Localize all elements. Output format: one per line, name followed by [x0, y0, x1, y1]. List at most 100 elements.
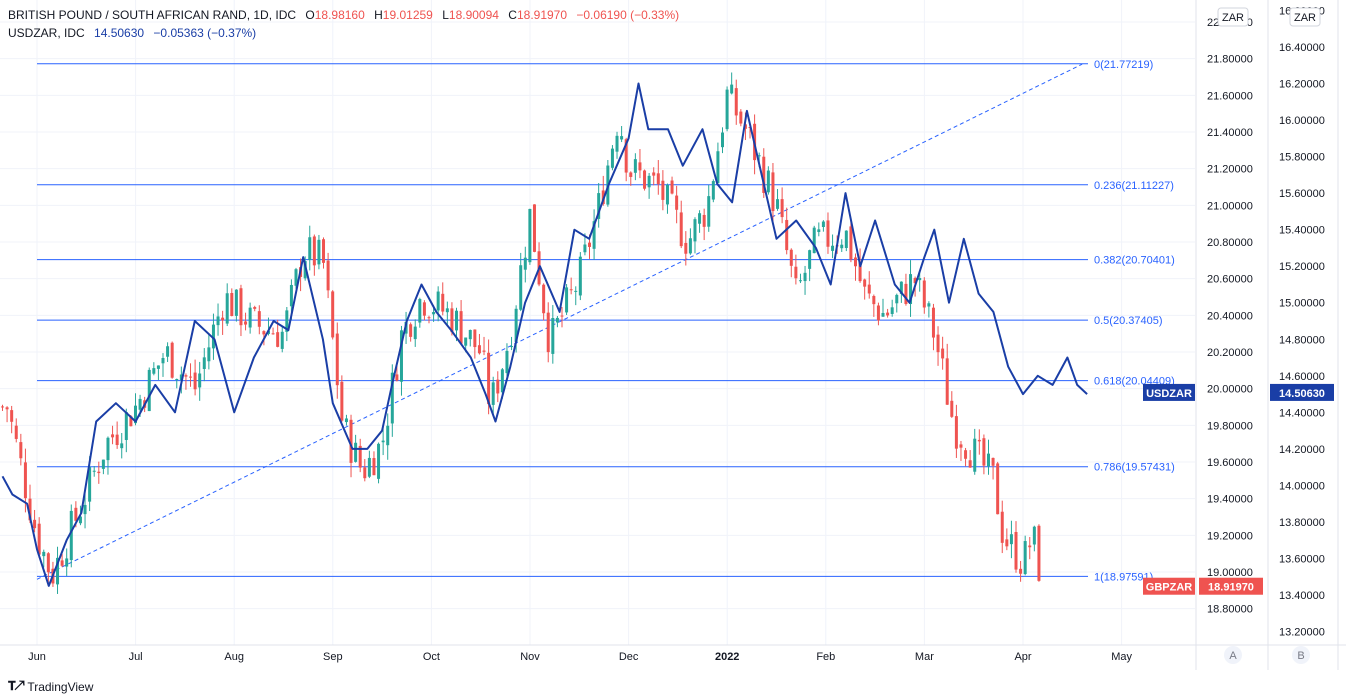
candle-body: [633, 159, 637, 173]
candle-body: [945, 358, 949, 405]
candle-body: [670, 180, 674, 194]
candle-body: [10, 410, 14, 422]
candle-body: [308, 237, 312, 261]
candle-body: [688, 238, 692, 254]
candle-body: [92, 470, 96, 472]
right-axis-tick-label: 14.80000: [1279, 334, 1325, 346]
right-axis-tick-label: 16.20000: [1279, 79, 1325, 91]
compare-symbol[interactable]: USDZAR, IDC: [8, 26, 85, 40]
right-axis-tick-label: 13.40000: [1279, 590, 1325, 602]
candle-body: [399, 330, 403, 382]
candle-body: [532, 204, 536, 252]
fib-level-label: 0.5(20.37405): [1094, 315, 1163, 327]
candle-body: [193, 372, 197, 390]
candle-body: [207, 347, 211, 362]
left-axis-tick-label: 19.00000: [1207, 567, 1253, 579]
candle-body: [19, 442, 23, 459]
candle-body: [413, 326, 417, 340]
candle-body: [578, 256, 582, 296]
candle-body: [74, 507, 78, 521]
candle-body: [69, 510, 73, 561]
candle-body: [780, 199, 784, 218]
candle-body: [973, 438, 977, 472]
scale-b-button[interactable]: [1292, 646, 1310, 664]
x-tick-label: Sep: [323, 651, 343, 663]
candle-body: [363, 467, 367, 479]
candle-body: [115, 434, 119, 446]
usdzar-series-tag-text: USDZAR: [1146, 388, 1192, 400]
left-axis-tick-label: 21.40000: [1207, 127, 1253, 139]
tradingview-logo[interactable]: 𝐓↗ TradingView: [8, 679, 93, 694]
candle-body: [198, 373, 202, 388]
scale-left-button-label: ZAR: [1222, 12, 1244, 24]
candle-body: [468, 329, 472, 340]
auto-scale-button-label: A: [1229, 650, 1237, 662]
candle-body: [344, 418, 348, 423]
candle-body: [803, 272, 807, 282]
candle-body: [702, 214, 706, 227]
x-tick-label: Jun: [28, 651, 46, 663]
fib-level-label: 0.786(19.57431): [1094, 462, 1175, 474]
scale-b-button-label: B: [1297, 650, 1304, 662]
x-tick-label: 2022: [715, 651, 739, 663]
candle-body: [555, 317, 559, 323]
candle-body: [473, 329, 477, 348]
candle-body: [312, 236, 316, 266]
candle-body: [528, 208, 532, 263]
candle-body: [1014, 531, 1018, 570]
right-axis-tick-label: 15.60000: [1279, 188, 1325, 200]
compare-value: 14.50630: [94, 26, 145, 40]
candle-body: [817, 229, 821, 233]
usdzar-last-price-tag-text: 14.50630: [1279, 388, 1325, 400]
candle-body: [514, 308, 518, 342]
candle-body: [253, 307, 257, 309]
usdzar-series-tag: [1143, 383, 1195, 401]
candle-body: [326, 260, 330, 291]
candle-body: [230, 293, 234, 317]
candle-body: [941, 348, 945, 359]
candle-body: [743, 124, 747, 129]
candle-body: [977, 439, 981, 442]
candle-body: [244, 321, 248, 325]
candle-body: [776, 199, 780, 209]
main-symbol[interactable]: BRITISH POUND / SOUTH AFRICAN RAND, 1D, …: [8, 8, 297, 22]
close-label: C: [508, 8, 517, 22]
candle-body: [863, 279, 867, 287]
candle-body: [354, 442, 358, 462]
candle-body: [991, 457, 995, 466]
scale-left-button[interactable]: [1217, 7, 1249, 27]
candle-body: [968, 460, 972, 468]
candle-body: [152, 368, 156, 374]
auto-scale-button[interactable]: [1224, 646, 1242, 664]
candle-body: [812, 227, 816, 254]
right-axis-tick-label: 14.20000: [1279, 444, 1325, 456]
candle-body: [418, 299, 422, 323]
candle-body: [922, 280, 926, 308]
candle-body: [1019, 568, 1023, 574]
fib-level-label: 1(18.97591): [1094, 571, 1153, 583]
candle-body: [899, 281, 903, 294]
candle-body: [505, 350, 509, 374]
candle-body: [464, 337, 468, 346]
right-axis-tick-label: 15.20000: [1279, 261, 1325, 273]
x-tick-label: Aug: [224, 651, 244, 663]
candle-body: [97, 471, 101, 474]
left-axis-tick-label: 19.60000: [1207, 457, 1253, 469]
candle-body: [88, 467, 92, 502]
fib-level-label: 0(21.77219): [1094, 59, 1153, 71]
candle-body: [560, 315, 564, 317]
candle-body: [665, 184, 669, 205]
candle-body: [638, 162, 642, 171]
scale-right-button[interactable]: [1289, 7, 1321, 27]
candle-body: [569, 289, 573, 291]
candle-body: [656, 173, 660, 185]
candle-body: [225, 293, 229, 324]
candle-body: [927, 303, 931, 307]
candle-body: [289, 284, 293, 307]
high-label: H: [374, 8, 383, 22]
candle-body: [583, 244, 587, 253]
candle-body: [262, 331, 266, 335]
compare-series-legend: USDZAR, IDC 14.50630 −0.05363 (−0.37%): [8, 26, 256, 40]
candle-body: [886, 312, 890, 316]
